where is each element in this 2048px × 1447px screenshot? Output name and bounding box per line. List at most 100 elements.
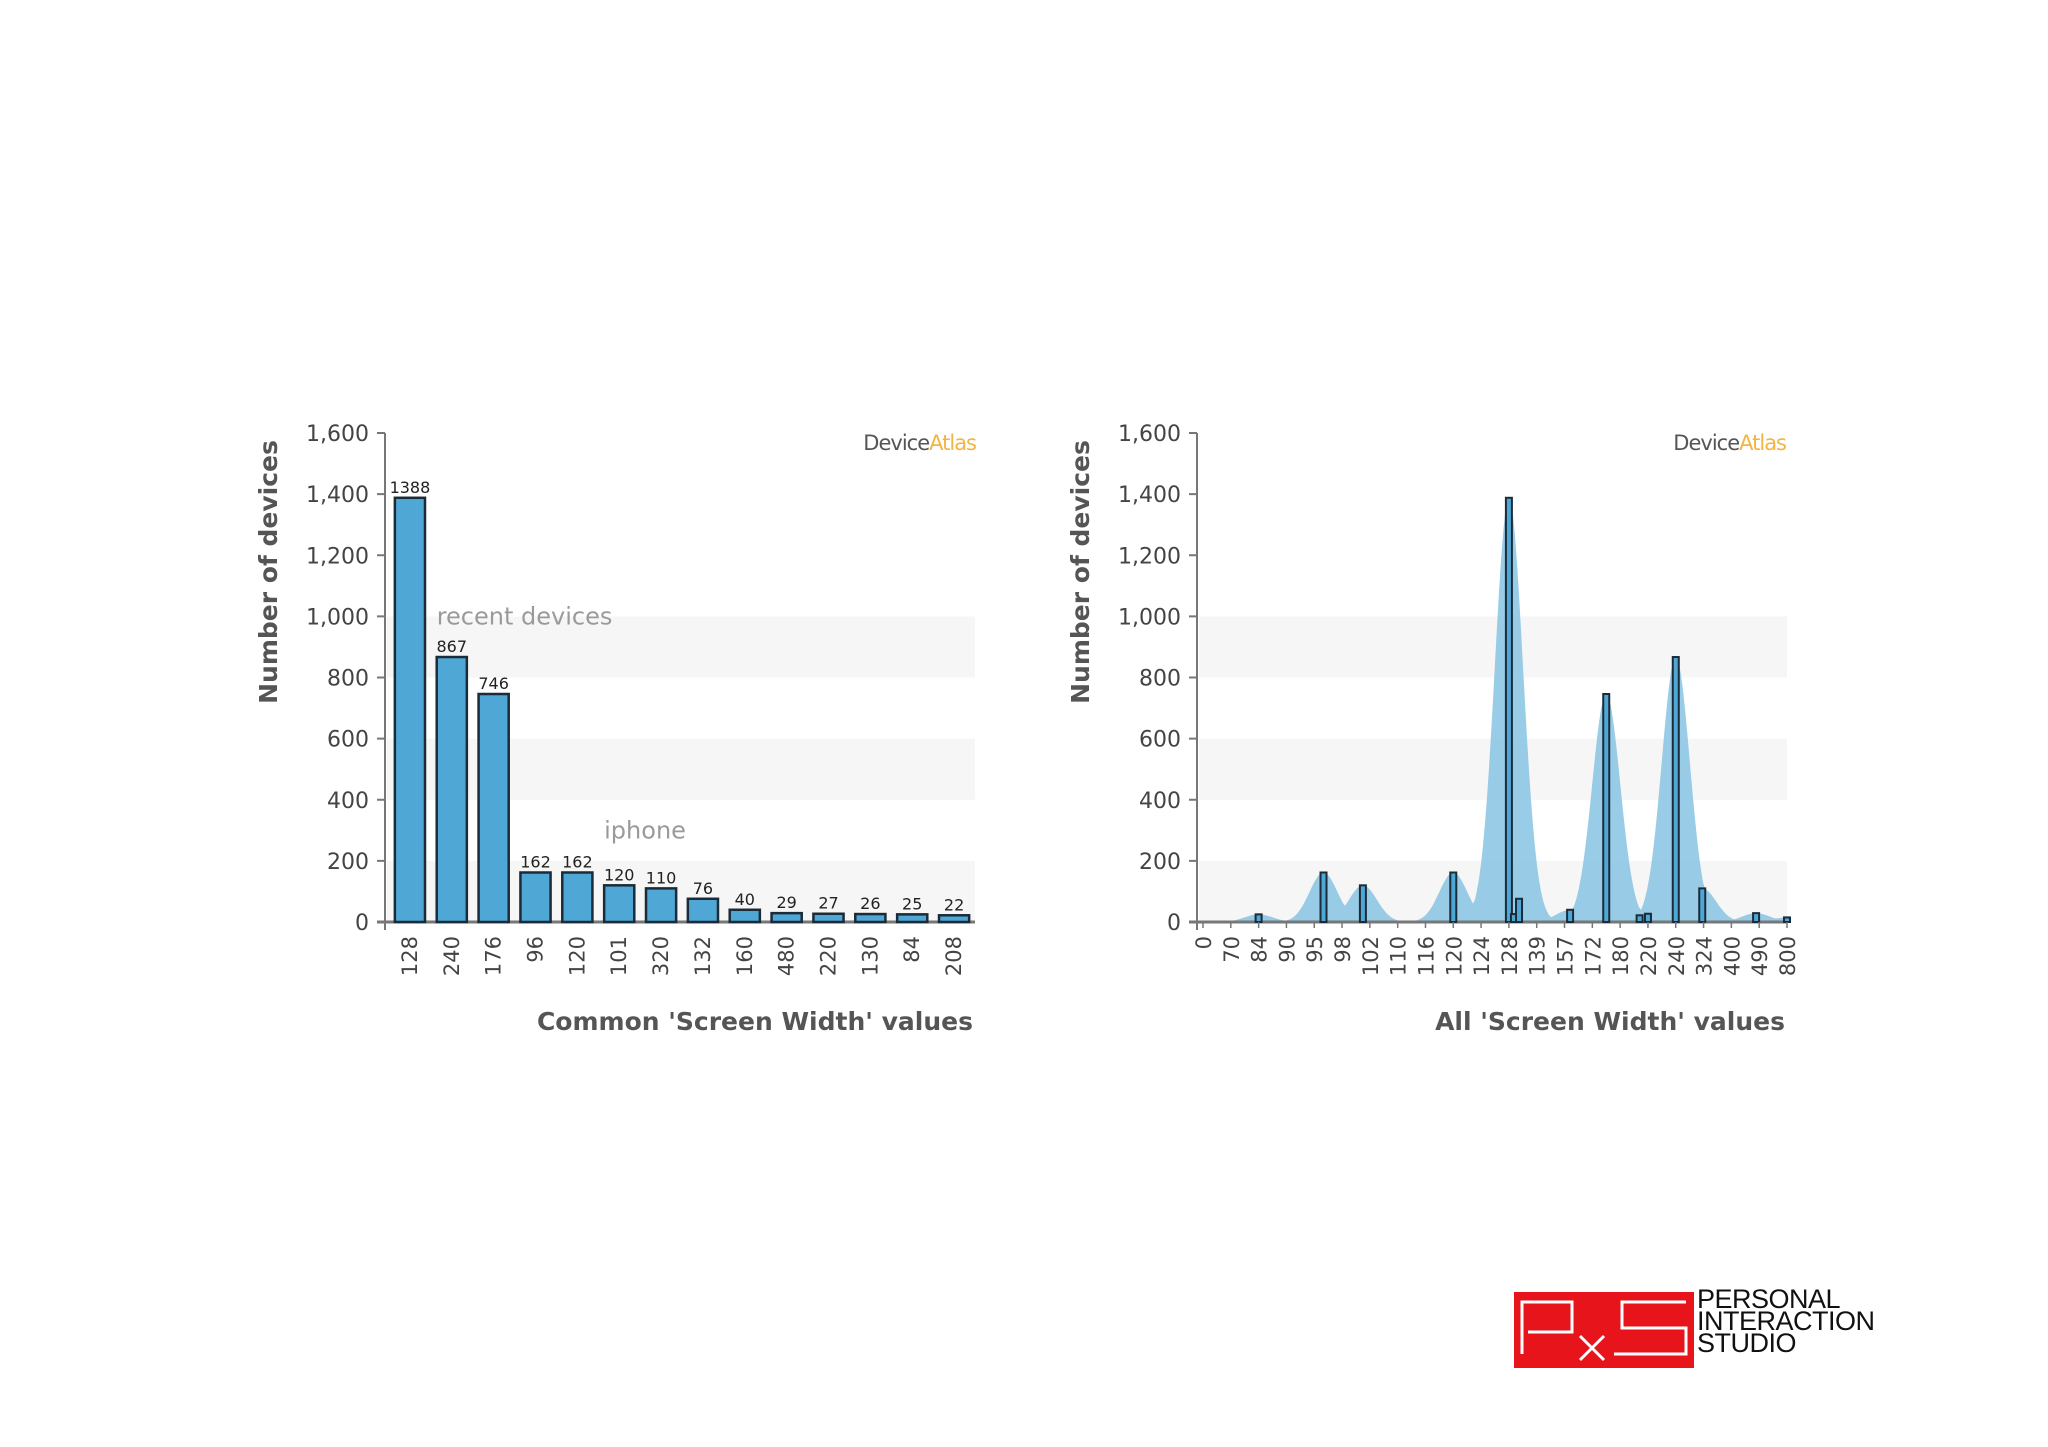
chart1-x-tick-label: 320 (649, 936, 673, 976)
chart1-x-tick-label: 208 (942, 936, 966, 976)
chart2-x-axis: 0 70 84 90 95 98 102 110 116 120 124 128 139 157 172 18… (1192, 922, 1800, 976)
chart1-x-tick-label: 240 (440, 936, 464, 976)
chart1-x-tick-label: 480 (775, 936, 799, 976)
chart2-y-tick-label: 800 (1139, 667, 1181, 692)
pxs-logo-mark (1514, 1292, 1694, 1368)
chart1-data-label: 22 (944, 895, 964, 914)
chart2-x-tick-label: 120 (1442, 936, 1466, 976)
chart1-data-label: 25 (902, 894, 922, 913)
chart2-x-tick-label: 98 (1331, 936, 1355, 963)
chart1-y-tick-label: 600 (327, 728, 369, 753)
chart2-y-tick-label: 0 (1167, 911, 1181, 936)
chart2-y-tick-label: 1,400 (1118, 483, 1181, 508)
chart1-bar-220 (812, 912, 845, 924)
chart1-x-tick-label: 176 (482, 936, 506, 976)
chart2-x-tick-label: 180 (1609, 936, 1633, 976)
chart1-x-tick-label: 120 (565, 936, 589, 976)
chart1-bar-130 (854, 912, 887, 924)
chart2-distribution-area (1199, 497, 1787, 922)
chart2-x-tick-label: 0 (1192, 936, 1216, 949)
chart2-y-axis-title: Number of devices (1066, 440, 1095, 704)
chart2-x-tick-label: 240 (1665, 936, 1689, 976)
chart2-x-tick-label: 84 (1248, 936, 1272, 963)
chart1-x-axis-title: Common 'Screen Width' values (537, 1007, 973, 1036)
chart2-bar-101 (1358, 884, 1367, 924)
chart1-bar-84 (895, 913, 929, 924)
logo-line-1: PERSONAL (1697, 1284, 1841, 1314)
chart1-bar-176 (477, 692, 510, 924)
chart1-y-tick-label: 400 (327, 789, 369, 814)
chart1-band-0 (387, 860, 975, 922)
chart1-band-2 (387, 616, 975, 678)
chart1-data-label: 27 (818, 894, 838, 913)
chart2-bar-220 (1643, 912, 1652, 923)
chart1-y-tick-label: 1,200 (306, 544, 369, 569)
chart1-data-label: 867 (437, 637, 468, 656)
chart2-x-tick-label: 128 (1498, 936, 1522, 976)
chart2-x-tick-label: 102 (1359, 936, 1383, 976)
chart2-x-tick-label: 400 (1720, 936, 1744, 976)
chart1-data-label: 1388 (390, 478, 431, 497)
chart2-x-tick-label: 324 (1693, 936, 1717, 976)
chart1-data-label: 110 (646, 868, 677, 887)
chart1-data-label: 746 (478, 674, 509, 693)
chart2-y-tick-label: 600 (1139, 728, 1181, 753)
pxs-logo-icon (1520, 1300, 1688, 1362)
logo-line-3: STUDIO (1697, 1328, 1797, 1358)
chart2-x-tick-label: 800 (1776, 936, 1800, 976)
chart1-x-tick-label: 132 (691, 936, 715, 976)
chart2-watermark: DeviceAtlas (1673, 431, 1786, 455)
chart1-band-1 (387, 738, 975, 800)
chart2-band-2 (1199, 616, 1787, 678)
chart1-data-label: 40 (735, 890, 755, 909)
chart1-bar-120 (561, 871, 594, 924)
chart1-y-tick-label: 1,600 (306, 422, 369, 447)
chart1-bar-160 (728, 908, 762, 924)
chart2-y-tick-label: 200 (1139, 850, 1181, 875)
logo-line-2: INTERACTION (1697, 1306, 1875, 1336)
chart2-x-tick-label: 172 (1581, 936, 1605, 976)
chart1-background-bands (387, 616, 975, 922)
chart2-x-tick-label: 116 (1414, 936, 1438, 976)
chart2-y-tick-label: 1,200 (1118, 544, 1181, 569)
chart1-bar-480 (770, 911, 803, 924)
chart2-bar-96 (1319, 871, 1328, 924)
chart2-x-tick-label: 70 (1220, 936, 1244, 963)
chart2-bar-240 (1671, 656, 1680, 923)
chart2-x-tick-label: 90 (1275, 936, 1299, 963)
chart1-data-label: 29 (776, 893, 796, 912)
chart1-bar-132 (686, 897, 720, 924)
chart2-x-tick-label: 110 (1387, 936, 1411, 976)
chart2-bar-480 (1752, 912, 1761, 924)
chart2-x-tick-label: 490 (1748, 936, 1772, 976)
chart1-data-label: 162 (562, 852, 593, 871)
chart2-x-tick-label: 139 (1526, 936, 1550, 976)
chart1-x-tick-label: 128 (398, 936, 422, 976)
chart1-bars: 1388 867 746 162 162 120 110 76 40 29 27 26 25 22 (390, 478, 971, 924)
chart2-x-tick-label: 220 (1637, 936, 1661, 976)
chart2-y-tick-label: 1,000 (1118, 605, 1181, 630)
chart1-data-label: 76 (693, 879, 713, 898)
chart2-x-tick-label: 124 (1470, 936, 1494, 976)
chart2-x-axis-title: All 'Screen Width' values (1435, 1007, 1785, 1036)
chart1-annotations: recent devices iphone (437, 602, 686, 844)
chart2-x-tick-label: 157 (1554, 936, 1578, 976)
chart1-data-label: 26 (860, 894, 880, 913)
chart2-bar-120 (1449, 871, 1458, 924)
chart1-y-tick-label: 1,000 (306, 605, 369, 630)
chart1-x-tick-label: 96 (524, 936, 548, 963)
chart1-x-tick-label: 84 (900, 936, 924, 963)
chart1-watermark: DeviceAtlas (863, 431, 976, 455)
chart1-bar-240 (435, 655, 469, 924)
chart2-bar-84 (1254, 913, 1263, 923)
chart1-bar-96 (519, 871, 552, 924)
pxs-logo-wordmark: PERSONAL INTERACTION STUDIO (1697, 1284, 1875, 1358)
chart1-y-tick-label: 800 (327, 667, 369, 692)
chart2-bar-128 (1504, 496, 1513, 923)
chart2-bar-800 (1783, 916, 1791, 924)
chart1-y-tick-label: 1,400 (306, 483, 369, 508)
chart1-y-tick-label: 0 (355, 911, 369, 936)
chart2-y-axis: 0 200 400 600 800 1,000 1,200 1,400 1,600 (1118, 422, 1787, 936)
chart1-bar-101 (602, 884, 636, 924)
chart2-bar-208 (1635, 914, 1644, 923)
